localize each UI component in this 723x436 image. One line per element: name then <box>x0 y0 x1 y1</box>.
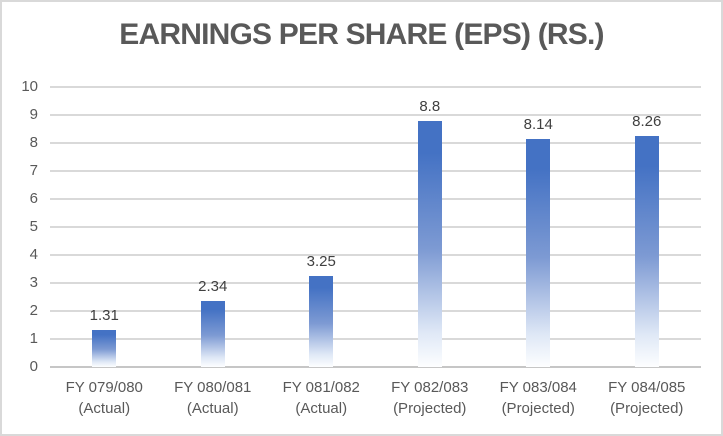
x-category-line2: (Projected) <box>501 400 575 417</box>
gridline <box>50 338 701 340</box>
bar <box>417 120 442 367</box>
x-category-line2: (Projected) <box>610 400 684 417</box>
gridline <box>50 282 701 284</box>
x-axis-baseline <box>50 366 701 368</box>
x-category-label: FY 084/085 (Projected) <box>593 377 702 419</box>
x-category-label: FY 080/081 (Actual) <box>159 377 268 419</box>
x-category-line1: FY 079/080 <box>65 379 143 396</box>
x-category-line1: FY 084/085 <box>608 379 686 396</box>
gridline <box>50 170 701 172</box>
x-axis: FY 079/080 (Actual) FY 080/081 (Actual) FY 0… <box>50 377 701 423</box>
gridline <box>50 310 701 312</box>
y-tick-label: 1 <box>29 330 38 347</box>
x-category-line2: (Actual) <box>295 400 348 417</box>
x-category-line1: FY 080/081 <box>174 379 252 396</box>
plot-area: 1.31 2.34 3.25 8.8 8.14 8.26 <box>50 86 701 368</box>
bar <box>634 135 659 367</box>
y-tick-label: 6 <box>29 190 38 207</box>
gridline <box>50 114 701 116</box>
bar-value-label: 8.14 <box>523 116 553 134</box>
x-category-label: FY 079/080 (Actual) <box>50 377 159 419</box>
x-category-line2: (Projected) <box>393 400 467 417</box>
chart-title: EARNINGS PER SHARE (EPS) (RS.) <box>119 18 604 51</box>
y-tick-label: 9 <box>29 106 38 123</box>
gridline <box>50 86 701 88</box>
x-category-line2: (Actual) <box>186 400 239 417</box>
gridline <box>50 254 701 256</box>
x-category-line1: FY 082/083 <box>391 379 469 396</box>
y-tick-label: 4 <box>29 246 38 263</box>
x-category-line1: FY 083/084 <box>499 379 577 396</box>
bar <box>92 330 117 367</box>
bar <box>309 276 334 367</box>
y-tick-label: 8 <box>29 134 38 151</box>
x-category-label: FY 083/084 (Projected) <box>484 377 593 419</box>
x-category-line2: (Actual) <box>78 400 131 417</box>
bar <box>526 139 551 367</box>
bar-value-label: 3.25 <box>306 253 336 270</box>
y-tick-label: 0 <box>29 358 38 375</box>
bar <box>200 301 225 367</box>
bar-value-label: 8.26 <box>632 112 662 130</box>
x-category-label: FY 082/083 (Projected) <box>376 377 485 419</box>
bar-value-label: 8.8 <box>419 97 441 115</box>
y-axis: 0 1 2 3 4 5 6 7 8 9 10 <box>2 78 38 375</box>
gridline <box>50 226 701 228</box>
x-category-line1: FY 081/082 <box>282 379 360 396</box>
y-tick-label: 5 <box>29 218 38 235</box>
y-tick-label: 2 <box>29 302 38 319</box>
y-tick-label: 10 <box>21 78 38 95</box>
y-tick-label: 7 <box>29 162 38 179</box>
bar-value-label: 1.31 <box>89 307 119 325</box>
y-tick-label: 3 <box>29 274 38 291</box>
gridline <box>50 142 701 144</box>
gridline <box>50 198 701 200</box>
x-category-label: FY 081/082 (Actual) <box>267 377 376 419</box>
bar-value-label: 2.34 <box>198 278 228 296</box>
